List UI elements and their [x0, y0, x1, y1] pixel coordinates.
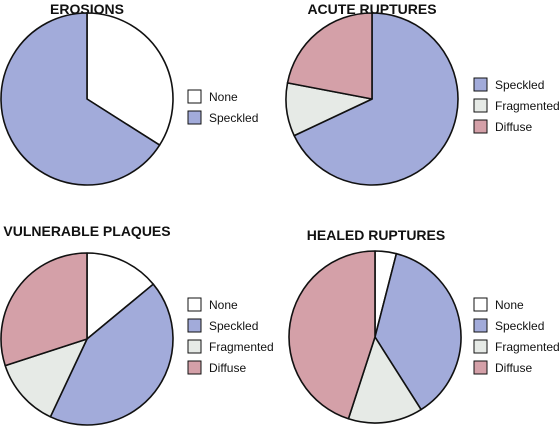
pie-slice-fragmented [347, 336, 422, 424]
legend-label: Diffuse [209, 361, 246, 375]
legend-label: Speckled [209, 319, 258, 333]
pie-slices [0, 252, 174, 426]
chart-legend: None Speckled Fragmented Diffuse [187, 297, 274, 375]
legend-swatch [473, 119, 488, 134]
chart-title: ACUTE RUPTURES [307, 1, 436, 17]
legend-label: Diffuse [495, 361, 532, 375]
pie-slice-speckled [293, 12, 459, 186]
pie-slice-none [86, 252, 155, 340]
legend-label: Speckled [495, 78, 544, 92]
legend-label: Fragmented [495, 99, 559, 113]
chart-healed-ruptures: HEALED RUPTURES None Speckled Fragmented Di… [288, 227, 559, 424]
legend-label: Fragmented [495, 340, 559, 354]
pie-slice-diffuse [288, 250, 376, 420]
legend-label: Speckled [209, 111, 258, 125]
legend-swatch [187, 339, 202, 354]
pie-slices [288, 250, 462, 424]
legend-swatch [473, 339, 488, 354]
chart-erosions: EROSIONS None Speckled [0, 1, 258, 186]
pie-slices [0, 12, 174, 186]
legend-label: Speckled [495, 319, 544, 333]
legend-swatch [473, 98, 488, 113]
legend-swatch [187, 318, 202, 333]
chart-title: EROSIONS [50, 1, 124, 17]
legend-swatch [187, 89, 202, 104]
pie-slice-fragmented [4, 338, 88, 418]
pie-slice-diffuse [286, 12, 373, 100]
pie-slice-diffuse [0, 252, 88, 367]
chart-legend: None Speckled [187, 89, 258, 125]
legend-swatch [187, 360, 202, 375]
legend-label: None [209, 90, 238, 104]
pie-slice-speckled [0, 12, 161, 186]
chart-vulnerable-plaques: VULNERABLE PLAQUES None Speckled Fragmente… [0, 223, 274, 426]
legend-label: None [495, 298, 524, 312]
legend-swatch [473, 297, 488, 312]
legend-swatch [473, 318, 488, 333]
legend-swatch [473, 360, 488, 375]
legend-label: None [209, 298, 238, 312]
chart-title: VULNERABLE PLAQUES [3, 223, 170, 239]
chart-title: HEALED RUPTURES [307, 227, 445, 243]
pie-slices [285, 12, 459, 186]
legend-label: Fragmented [209, 340, 274, 354]
pie-slice-speckled [49, 283, 174, 426]
chart-legend: Speckled Fragmented Diffuse [473, 77, 559, 134]
chart-legend: None Speckled Fragmented Diffuse [473, 297, 559, 375]
legend-swatch [187, 297, 202, 312]
legend-label: Diffuse [495, 120, 532, 134]
legend-swatch [187, 110, 202, 125]
chart-acute-ruptures: ACUTE RUPTURES Speckled Fragmented Diffuse [285, 1, 559, 186]
legend-swatch [473, 77, 488, 92]
